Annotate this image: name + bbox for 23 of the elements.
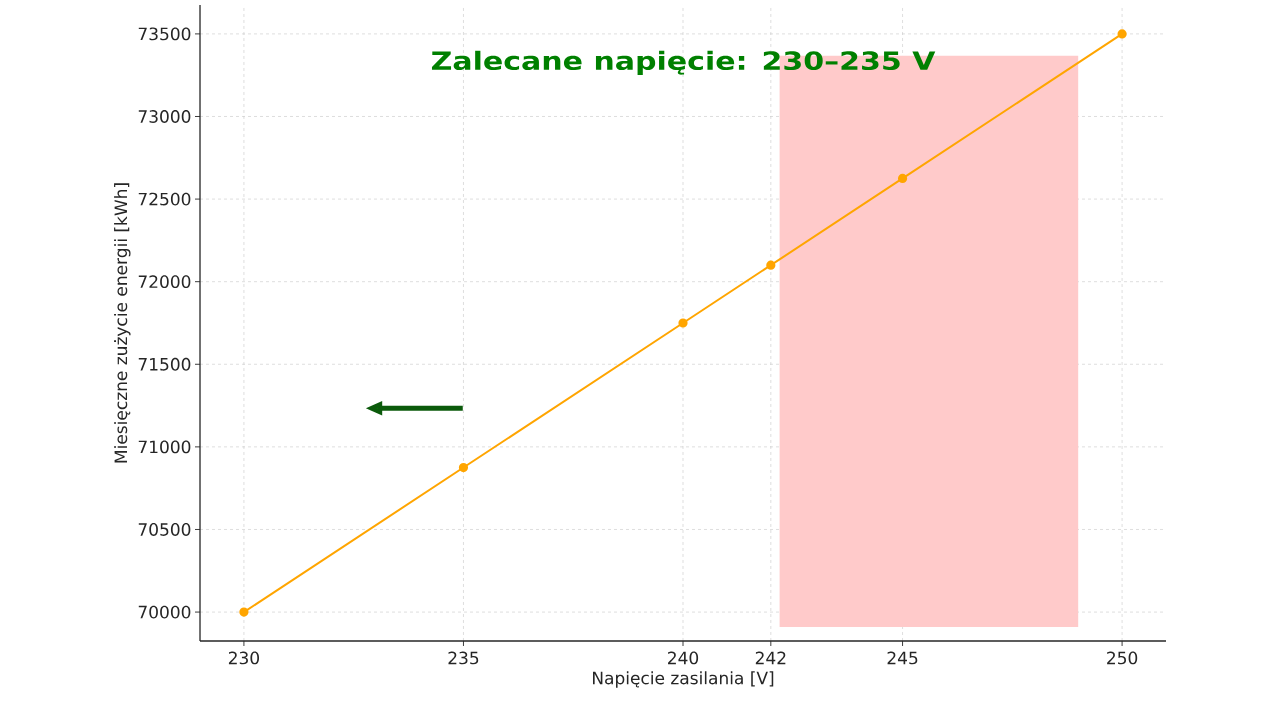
x-tick-label: 235 (448, 651, 479, 665)
x-tick-label: 245 (887, 651, 918, 665)
point (458, 462, 469, 473)
y-tick-label: 71000 (138, 440, 191, 454)
y-tick-label: 70000 (138, 605, 191, 619)
y-tick-label: 72000 (138, 275, 191, 289)
point (1117, 29, 1127, 39)
y-axis-title: Miesięczne zużycie energii [kWh] (114, 183, 131, 463)
y-tick-label: 73000 (138, 110, 191, 123)
y-tick-label: 71500 (138, 357, 191, 371)
point (897, 173, 908, 184)
y-tick-label: 72500 (138, 192, 191, 206)
x-tick-label: 230 (228, 651, 260, 665)
point (239, 607, 249, 617)
x-tick-label: 240 (668, 651, 699, 665)
x-axis-title: Napięcie zasilania [V] (593, 671, 774, 688)
y-tick-label: 70500 (138, 523, 191, 536)
x-tick-label: 250 (1107, 651, 1138, 665)
point (766, 260, 776, 270)
annotation: Zalecane napięcie: 230–235 V (431, 50, 936, 75)
y-tick-label: 73500 (138, 27, 191, 41)
x-tick-label: 242 (755, 651, 786, 665)
point (678, 318, 688, 328)
